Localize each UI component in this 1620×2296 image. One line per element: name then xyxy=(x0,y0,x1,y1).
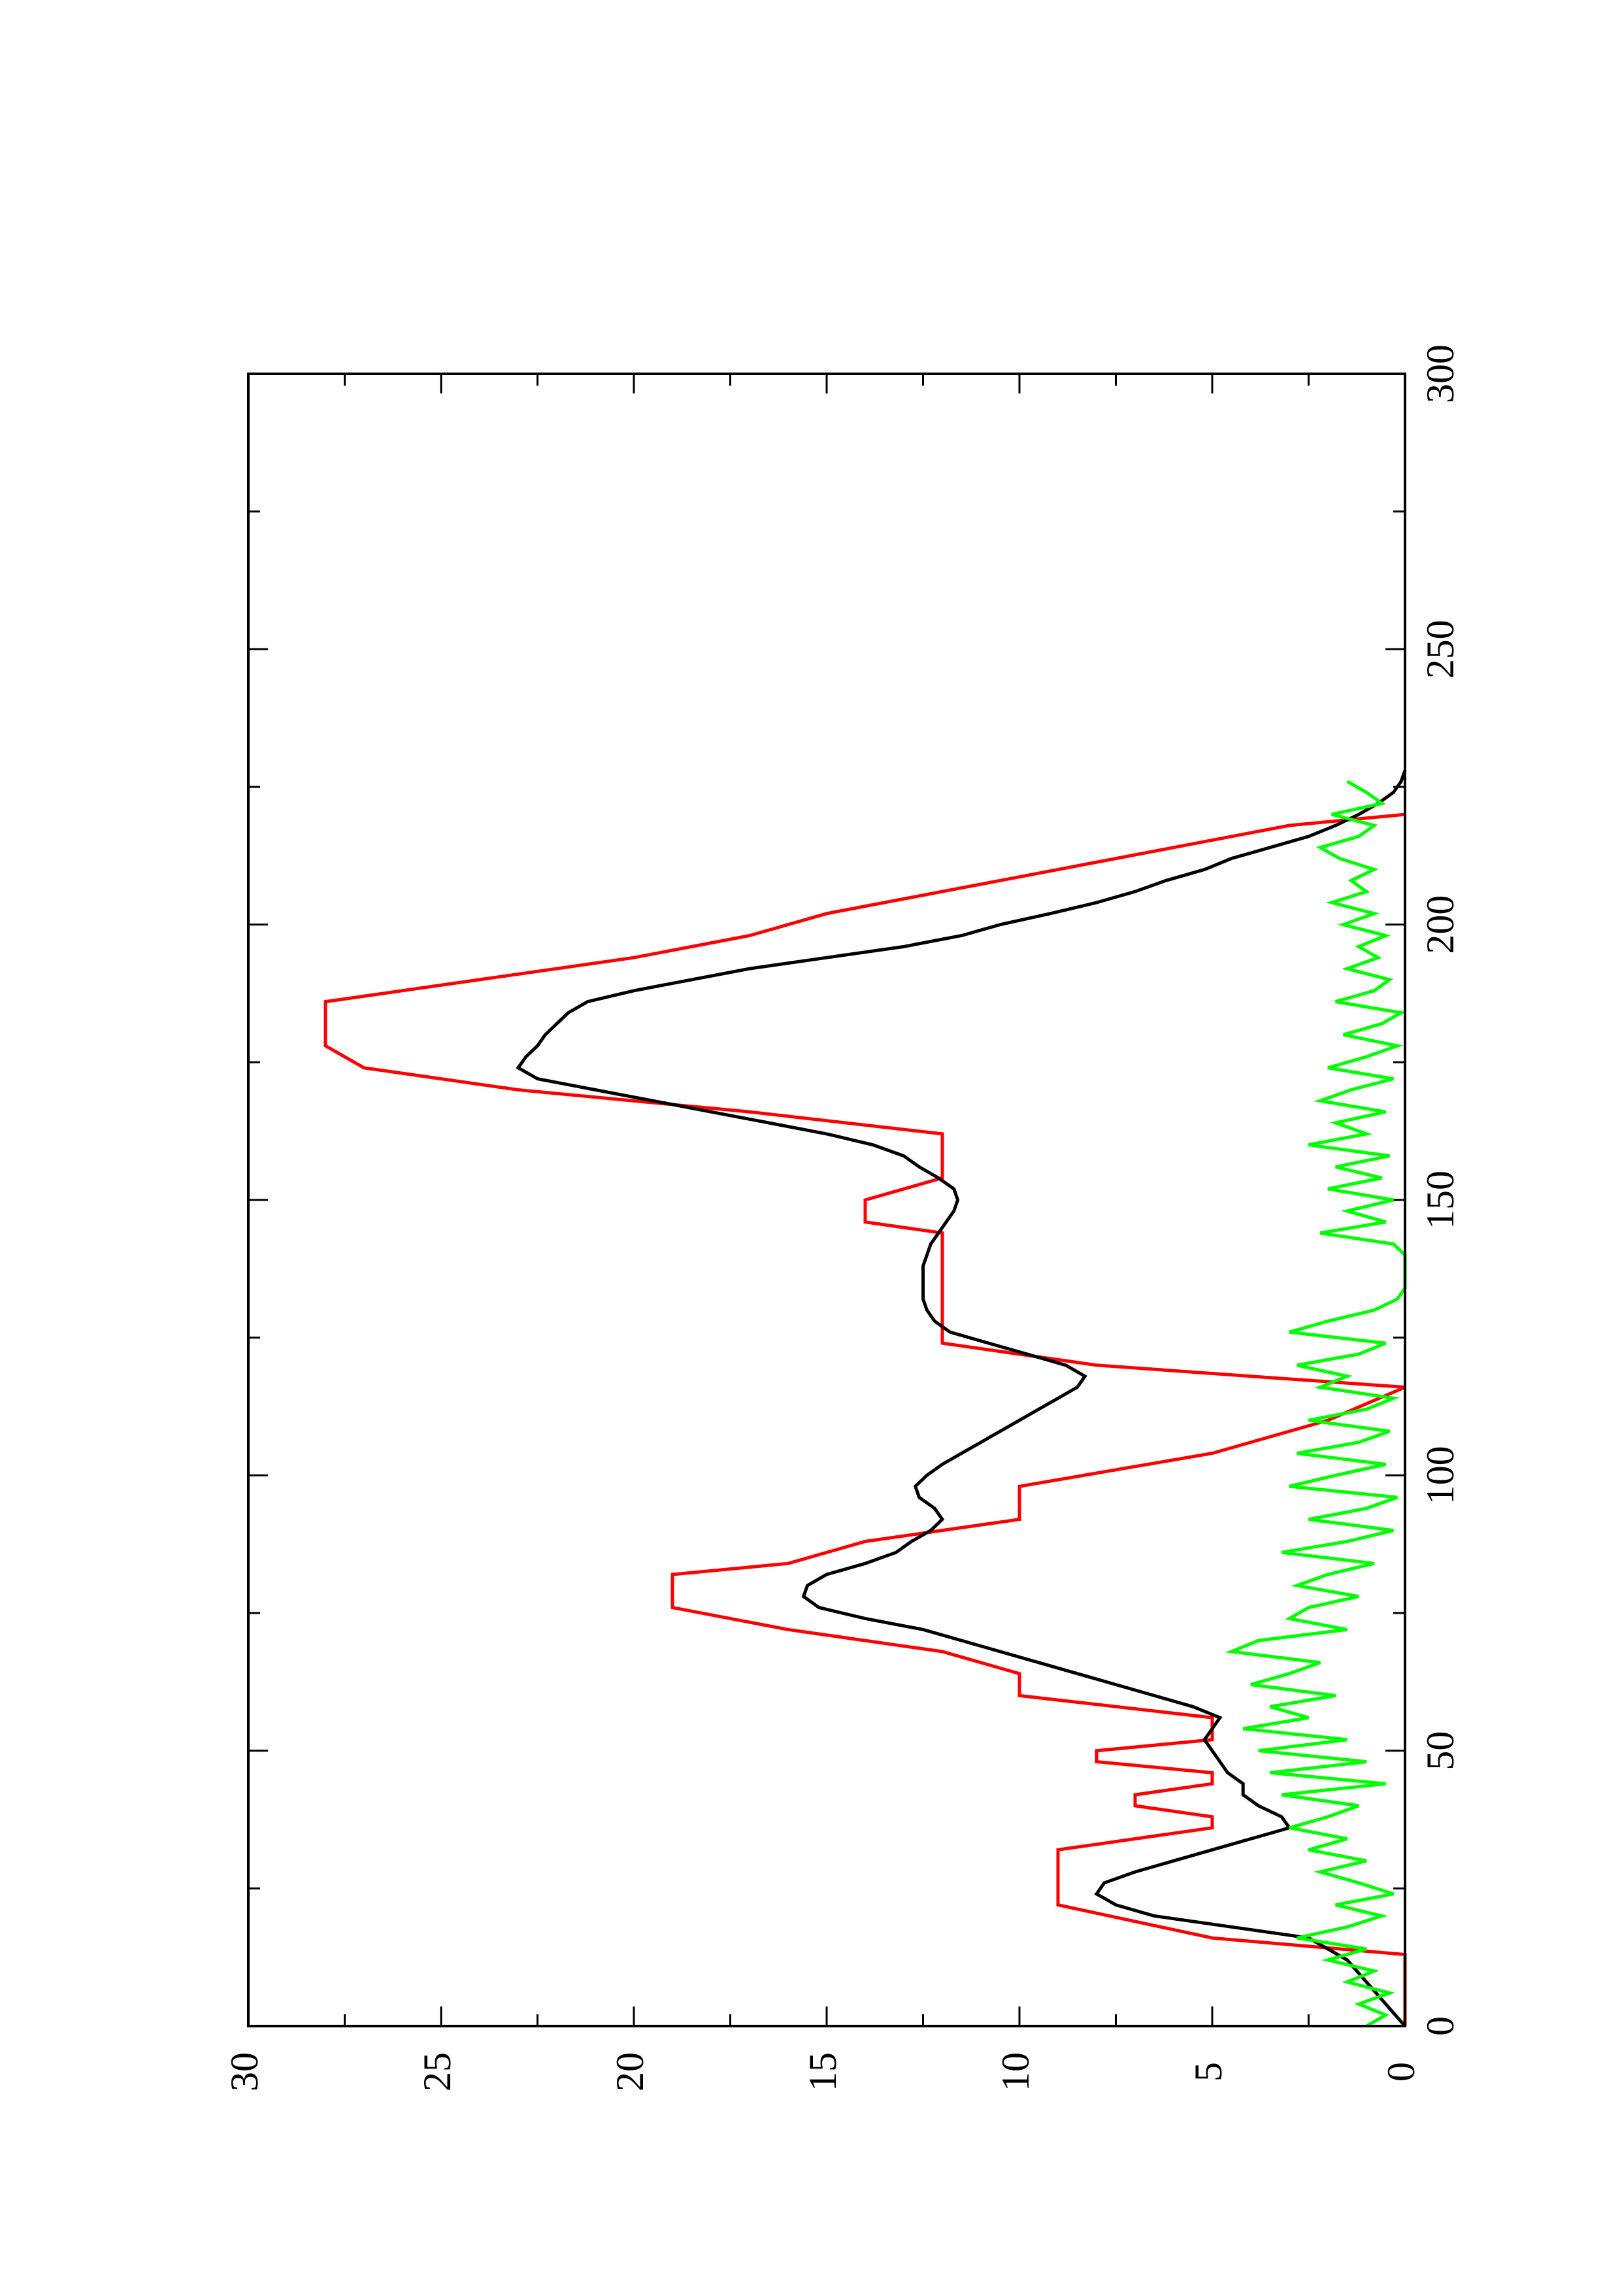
x-tick-label: 50 xyxy=(1419,1731,1462,1771)
x-tick-label: 150 xyxy=(1419,1171,1462,1229)
series-group xyxy=(323,769,1407,2028)
series-line-2 xyxy=(516,769,1407,2027)
x-tick-label: 200 xyxy=(1419,895,1462,954)
x-tick-label: 100 xyxy=(1419,1446,1462,1505)
y-tick-label: 0 xyxy=(1380,2062,1423,2082)
y-tick-label: 5 xyxy=(1187,2062,1230,2082)
y-tick-label: 20 xyxy=(608,2052,652,2091)
y-tick-label: 25 xyxy=(416,2052,459,2091)
plot-frame xyxy=(247,373,1406,2027)
x-tick-label: 300 xyxy=(1419,344,1462,403)
x-tick-label: 250 xyxy=(1419,620,1462,678)
y-tick-label: 10 xyxy=(994,2052,1037,2091)
series-line-1 xyxy=(323,812,1407,2026)
y-axis-tick-labels: 0 5 10 15 20 25 30 xyxy=(223,2052,1423,2091)
x-tick-label: 0 xyxy=(1419,2016,1462,2036)
y-tick-label: 30 xyxy=(223,2052,266,2091)
x-axis-tick-labels: 0 50 100 150 200 250 300 xyxy=(1419,344,1462,2036)
y-tick-label: 15 xyxy=(801,2052,844,2091)
x-axis-ticks xyxy=(248,373,1405,2027)
y-axis-ticks xyxy=(247,374,1406,2026)
series-line-3 xyxy=(1225,780,1407,2028)
